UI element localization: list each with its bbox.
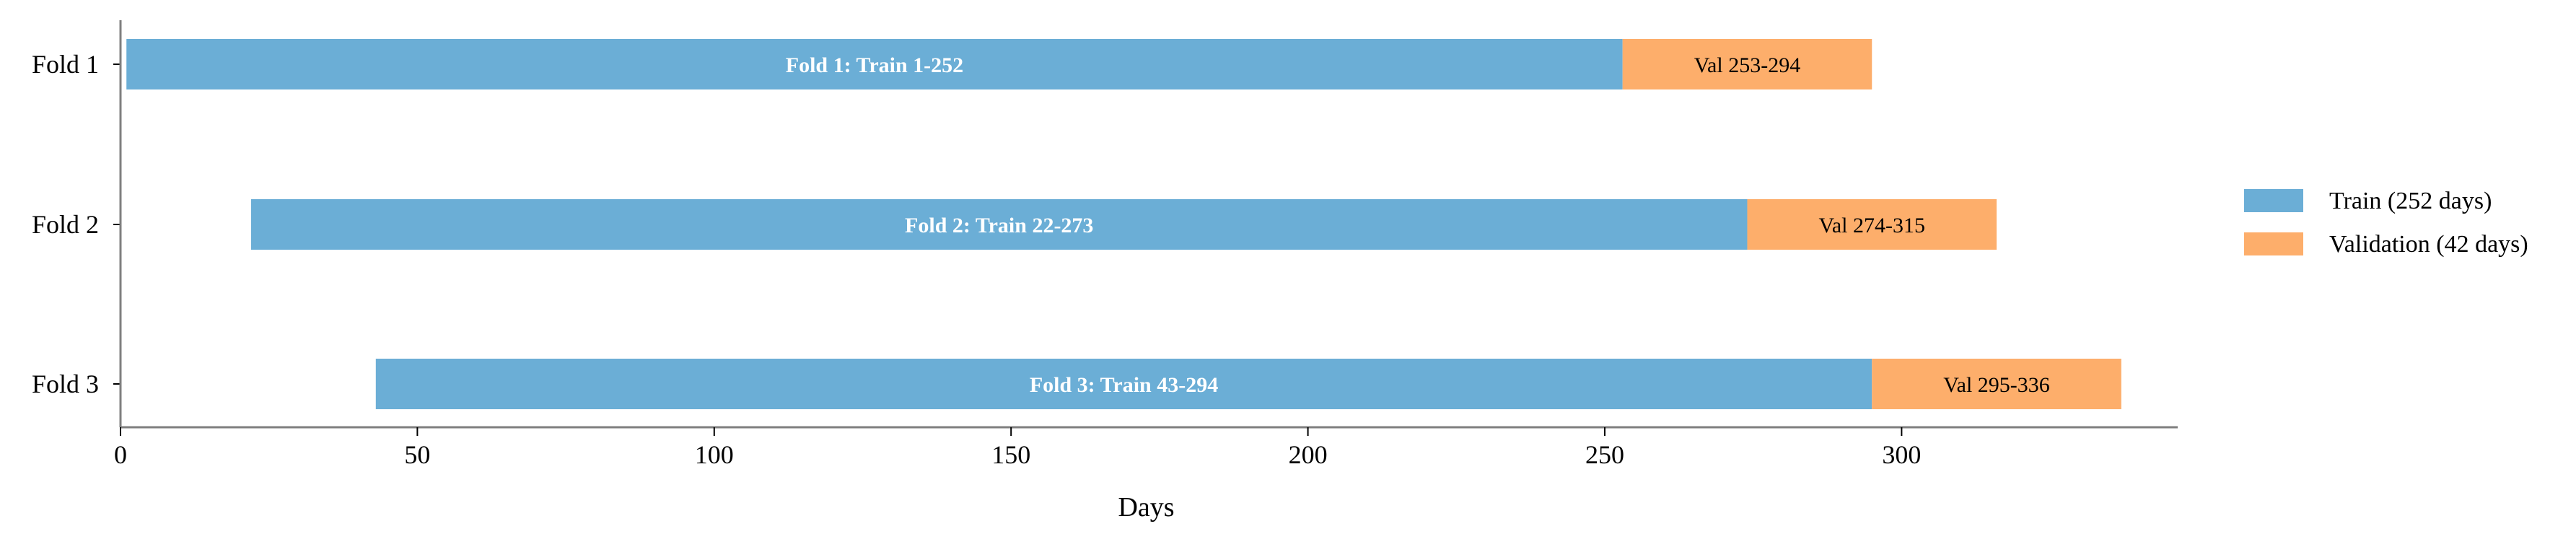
x-tick-label-200: 200: [1289, 440, 1328, 469]
x-ticks: 0 50 100 150 200 250 300: [114, 427, 1921, 469]
train-bar-label-fold-1: Fold 1: Train 1-252: [786, 53, 963, 77]
bars-layer: Fold 1: Train 1-252 Val 253-294 Fold 2: Tr…: [126, 39, 2121, 409]
legend-swatch-train: [2244, 189, 2303, 212]
legend: Train (252 days) Validation (42 days): [2244, 188, 2528, 258]
train-bar-label-fold-3: Fold 3: Train 43-294: [1030, 373, 1218, 397]
train-bar-fold-2: [251, 199, 1748, 250]
x-tick-label-300: 300: [1882, 440, 1921, 469]
val-bar-fold-2: [1747, 199, 1997, 250]
x-tick-label-250: 250: [1585, 440, 1624, 469]
val-bar-fold-1: [1622, 39, 1872, 89]
x-tick-label-100: 100: [695, 440, 734, 469]
x-tick-label-150: 150: [991, 440, 1030, 469]
fold-labels: Fold 1 Fold 2 Fold 3: [32, 50, 121, 398]
train-bar-fold-3: [375, 359, 1872, 409]
val-bar-label-fold-3: Val 295-336: [1943, 373, 2049, 397]
legend-label-val: Validation (42 days): [2329, 231, 2528, 258]
fold-label-1: Fold 1: [32, 50, 99, 79]
legend-swatch-val: [2244, 232, 2303, 255]
fold-label-2: Fold 2: [32, 210, 99, 239]
fold-label-3: Fold 3: [32, 370, 99, 398]
x-tick-label-50: 50: [404, 440, 430, 469]
x-axis-title: Days: [1118, 492, 1174, 523]
val-bar-label-fold-2: Val 274-315: [1819, 214, 1925, 237]
train-bar-fold-1: [126, 39, 1623, 89]
train-bar-label-fold-2: Fold 2: Train 22-273: [905, 214, 1093, 237]
x-tick-label-0: 0: [114, 440, 127, 469]
val-bar-label-fold-1: Val 253-294: [1694, 53, 1800, 77]
axes: [119, 20, 2178, 429]
legend-label-train: Train (252 days): [2329, 188, 2492, 214]
val-bar-fold-3: [1872, 359, 2121, 409]
